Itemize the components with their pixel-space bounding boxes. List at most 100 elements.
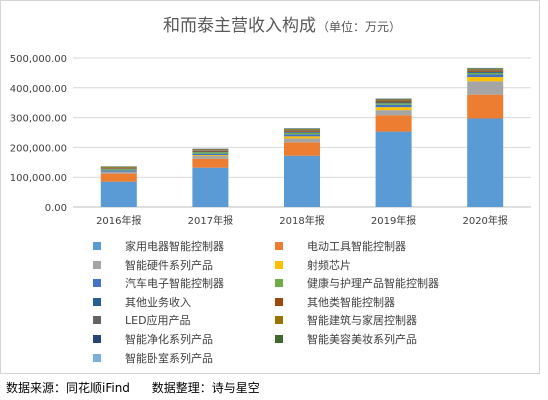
legend-item: 射频芯片 bbox=[275, 258, 351, 272]
bar-segment bbox=[467, 72, 504, 75]
chart-frame: 和而泰主营收入构成 （单位：万元） 0.00 100,000.00 200,000.… bbox=[0, 0, 540, 374]
legend-swatch bbox=[93, 316, 101, 325]
bar-segment bbox=[284, 155, 320, 207]
legend-item: 电动工具智能控制器 bbox=[275, 239, 406, 253]
bar-segment bbox=[467, 77, 504, 82]
bar-segment bbox=[192, 158, 229, 168]
legend-item: 智能净化系列产品 bbox=[93, 332, 213, 346]
bar-segment bbox=[284, 132, 320, 133]
x-tick-label: 2016年报 bbox=[96, 214, 141, 227]
bar-segment bbox=[192, 149, 229, 151]
bar-segment bbox=[375, 104, 412, 108]
bar-segment bbox=[192, 155, 229, 157]
legend-item: 智能建筑与家居控制器 bbox=[275, 313, 417, 327]
bar-segment bbox=[192, 150, 229, 151]
legend-swatch bbox=[93, 335, 101, 343]
x-axis: 2016年报 2017年报 2018年报 2019年报 2020年报 bbox=[96, 214, 508, 227]
bar-segment bbox=[284, 130, 320, 132]
bar-segment bbox=[284, 129, 320, 131]
legend-label: 智能卧室系列产品 bbox=[125, 351, 213, 365]
y-tick-label: 100,000.00 bbox=[10, 173, 67, 184]
legend-label: 射频芯片 bbox=[307, 258, 351, 272]
legend-swatch bbox=[93, 353, 101, 362]
footer: 数据来源：同花顺iFind 数据整理：诗与星空 bbox=[6, 379, 278, 396]
legend-item: 其他类智能控制器 bbox=[275, 295, 395, 309]
legend-swatch bbox=[93, 297, 101, 306]
bar-segment bbox=[467, 94, 504, 119]
legend-swatch bbox=[275, 242, 283, 250]
legend-swatch bbox=[93, 260, 101, 269]
bar-segment bbox=[375, 101, 412, 103]
bar-segment bbox=[284, 131, 320, 133]
legend-swatch bbox=[275, 316, 283, 325]
bar-segment bbox=[467, 69, 504, 71]
bar-segment bbox=[192, 167, 229, 207]
legend-label: 电动工具智能控制器 bbox=[307, 240, 406, 253]
legend-label: LED应用产品 bbox=[125, 314, 191, 328]
bar-segment bbox=[284, 136, 320, 139]
y-tick-label: 0.00 bbox=[45, 203, 67, 214]
bar-segment bbox=[284, 132, 320, 135]
bar-segment bbox=[100, 166, 137, 168]
bar-segment bbox=[100, 168, 137, 169]
legend-label: 其他业务收入 bbox=[125, 295, 191, 309]
compiler-note: 数据整理：诗与星空 bbox=[151, 381, 260, 395]
y-tick-label: 500,000.00 bbox=[10, 54, 67, 65]
legend-label: 家用电器智能控制器 bbox=[125, 240, 224, 253]
y-tick-label: 200,000.00 bbox=[10, 143, 67, 154]
x-tick-label: 2020年报 bbox=[462, 214, 507, 227]
bar-segment bbox=[100, 171, 137, 174]
legend-swatch bbox=[275, 260, 283, 269]
legend-item: 智能卧室系列产品 bbox=[93, 351, 213, 365]
x-tick-label: 2017年报 bbox=[188, 214, 233, 227]
bar-segment bbox=[467, 118, 504, 207]
bar-segment bbox=[192, 156, 229, 159]
legend-swatch bbox=[275, 335, 283, 343]
bar-segment bbox=[375, 99, 412, 101]
stacked-bar-chart: 和而泰主营收入构成 （单位：万元） 0.00 100,000.00 200,000.… bbox=[10, 16, 531, 227]
bar-segment bbox=[467, 72, 504, 73]
legend-item: 智能硬件系列产品 bbox=[93, 258, 213, 272]
bar-segment bbox=[284, 142, 320, 156]
legend-swatch bbox=[275, 279, 283, 288]
bar-segment bbox=[375, 131, 412, 207]
legend-label: 智能净化系列产品 bbox=[125, 333, 213, 346]
y-tick-label: 400,000.00 bbox=[10, 84, 67, 95]
legend-swatch bbox=[275, 297, 283, 306]
bar-segment bbox=[467, 68, 504, 69]
bar-segment bbox=[375, 110, 412, 116]
legend-item: LED应用产品 bbox=[93, 313, 191, 327]
bar-segment bbox=[100, 173, 137, 182]
bar-segment bbox=[375, 115, 412, 132]
bar-segment bbox=[100, 181, 137, 207]
bar-segment bbox=[375, 103, 412, 105]
chart-subtitle: （单位：万元） bbox=[317, 19, 401, 34]
legend-item: 智能美容美妆系列产品 bbox=[275, 332, 417, 346]
legend-swatch bbox=[93, 279, 101, 288]
x-tick-label: 2018年报 bbox=[279, 214, 324, 227]
bar-segment bbox=[192, 152, 229, 154]
bar-segment bbox=[375, 100, 412, 102]
bar-segment bbox=[284, 134, 320, 137]
legend-item: 家用电器智能控制器 bbox=[93, 239, 224, 253]
legend: 家用电器智能控制器 电动工具智能控制器智能硬件系列产品 射频芯片汽车电子智能控制器 健… bbox=[93, 239, 533, 369]
x-tick-label: 2019年报 bbox=[371, 214, 416, 227]
legend-item: 汽车电子智能控制器 bbox=[93, 276, 224, 290]
bar-segment bbox=[375, 102, 412, 104]
bar-segment bbox=[192, 153, 229, 156]
source-note: 数据来源：同花顺iFind bbox=[6, 381, 130, 395]
bar-segment bbox=[192, 150, 229, 152]
bar-segment bbox=[467, 70, 504, 72]
legend-label: 汽车电子智能控制器 bbox=[125, 277, 224, 291]
bar-segment bbox=[100, 170, 137, 172]
bar-segment bbox=[467, 81, 504, 95]
legend-item: 健康与护理产品智能控制器 bbox=[275, 276, 439, 290]
y-axis: 0.00 100,000.00 200,000.00 300,000.00 400,00… bbox=[10, 54, 67, 214]
bar-segment bbox=[375, 107, 412, 111]
legend-item: 其他业务收入 bbox=[93, 295, 191, 309]
legend-label: 智能建筑与家居控制器 bbox=[307, 314, 417, 328]
chart-title: 和而泰主营收入构成 bbox=[163, 16, 316, 36]
legend-swatch bbox=[93, 242, 101, 250]
bar-segment bbox=[467, 74, 504, 78]
legend-label: 健康与护理产品智能控制器 bbox=[307, 277, 439, 291]
